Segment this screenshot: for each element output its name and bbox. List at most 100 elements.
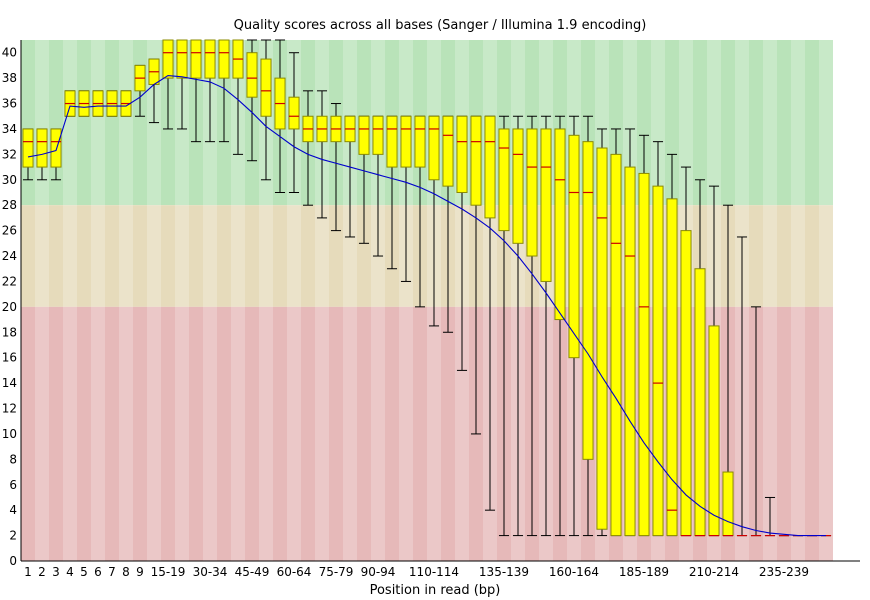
stripe (287, 40, 301, 561)
stripe (231, 40, 245, 561)
iqr-box (190, 39, 202, 79)
x-tick-label: 135-139 (479, 565, 529, 579)
stripe (147, 40, 161, 561)
box-215-219 (722, 204, 734, 537)
stripe (63, 40, 77, 561)
iqr-box (470, 115, 482, 206)
y-tick-label: 26 (2, 224, 17, 238)
x-tick-label: 6 (94, 565, 102, 579)
y-tick-label: 32 (2, 147, 17, 161)
mean-layer (27, 75, 826, 537)
box-7 (106, 90, 118, 117)
iqr-box (50, 128, 62, 168)
iqr-box (596, 147, 608, 530)
stripe (119, 40, 133, 561)
x-axis-label: Position in read (bp) (370, 583, 501, 598)
x-tick-label: 1 (24, 565, 32, 579)
box-190-194 (652, 141, 664, 537)
box-130-134 (484, 115, 496, 511)
stripe (203, 40, 217, 561)
y-tick-label: 4 (9, 503, 17, 517)
y-tick-label: 28 (2, 198, 17, 212)
box-95-99 (386, 115, 398, 270)
y-tick-label: 2 (9, 529, 17, 543)
x-tick-label: 45-49 (235, 565, 270, 579)
iqr-box (694, 268, 706, 537)
mean-line (27, 75, 826, 537)
iqr-box (400, 115, 412, 168)
iqr-box (722, 471, 734, 537)
iqr-box (638, 172, 650, 537)
iqr-box (428, 115, 440, 181)
box-70-74 (316, 90, 328, 219)
y-tick-label: 20 (2, 300, 17, 314)
x-tick-label: 60-64 (277, 565, 312, 579)
x-tick-label: 9 (136, 565, 144, 579)
stripe (819, 40, 833, 561)
iqr-box (414, 115, 426, 168)
stripe (91, 40, 105, 561)
box-2 (36, 128, 48, 181)
iqr-box (288, 96, 300, 130)
box-15-19 (162, 39, 174, 130)
box-90-94 (372, 115, 384, 257)
box-55-59 (274, 39, 286, 193)
x-tick-label: 3 (52, 565, 60, 579)
iqr-box (666, 198, 678, 537)
iqr-box (36, 128, 48, 168)
iqr-box (708, 325, 720, 537)
stripe (259, 40, 273, 561)
iqr-box (498, 128, 510, 232)
box-85-89 (358, 115, 370, 244)
box-25-29 (190, 39, 202, 143)
box-75-79 (330, 103, 342, 232)
stripe (35, 40, 49, 561)
box-20-24 (176, 39, 188, 130)
box-105-109 (414, 115, 426, 308)
x-tick-label: 75-79 (319, 565, 354, 579)
box-100-104 (400, 115, 412, 282)
box-110-114 (428, 115, 440, 327)
iqr-box (204, 39, 216, 79)
x-tick-label: 15-19 (151, 565, 186, 579)
box-210-214 (708, 185, 720, 537)
iqr-box (22, 128, 34, 168)
stripe (791, 40, 805, 561)
box-30-34 (204, 39, 216, 143)
iqr-box (610, 153, 622, 537)
stripe (175, 40, 189, 561)
box-220-224 (736, 236, 748, 537)
iqr-box (624, 166, 636, 537)
iqr-box (526, 128, 538, 257)
iqr-box (162, 39, 174, 79)
box-150-154 (540, 115, 552, 537)
iqr-box (246, 52, 258, 98)
x-tick-label: 90-94 (361, 565, 396, 579)
box-165-169 (582, 115, 594, 537)
x-tick-label: 235-239 (759, 565, 809, 579)
x-tick-label: 2 (38, 565, 46, 579)
box-4 (64, 90, 76, 117)
iqr-box (484, 115, 496, 219)
box-185-189 (638, 134, 650, 537)
iqr-box (582, 141, 594, 460)
iqr-box (218, 39, 230, 79)
x-tick-label: 7 (108, 565, 116, 579)
iqr-box (358, 115, 370, 155)
box-115-119 (442, 115, 454, 333)
box-6 (92, 90, 104, 117)
box-80-84 (344, 115, 356, 238)
y-tick-label: 18 (2, 325, 17, 339)
iqr-box (372, 115, 384, 155)
iqr-box (386, 115, 398, 168)
y-tick-label: 40 (2, 46, 17, 60)
x-tick-label: 5 (80, 565, 88, 579)
iqr-box (260, 58, 272, 117)
box-40-44 (232, 39, 244, 155)
box-layer (22, 39, 832, 537)
box-200-204 (680, 166, 692, 537)
box-170-174 (596, 128, 608, 537)
y-tick-label: 8 (9, 452, 17, 466)
